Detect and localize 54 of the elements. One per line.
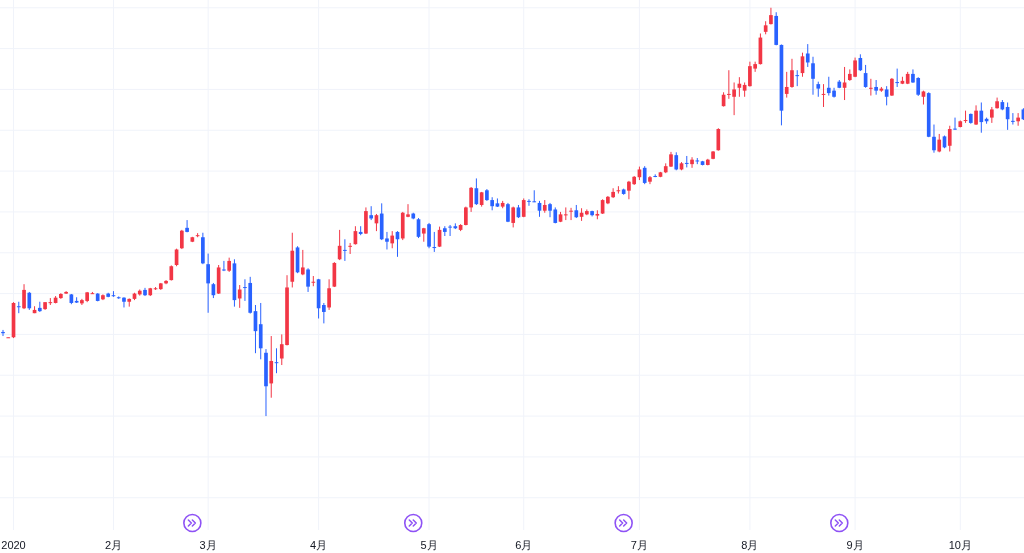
x-tick-label: 7月	[630, 539, 648, 551]
candlestick	[947, 125, 952, 152]
candlestick	[842, 66, 847, 101]
candlestick	[364, 206, 368, 235]
x-tick-label: 5月	[420, 539, 438, 551]
candlestick	[953, 117, 957, 131]
candlestick	[790, 58, 794, 89]
x-tick-label: 6月	[515, 539, 533, 551]
candlestick	[222, 260, 226, 272]
candlestick	[469, 186, 473, 213]
candlestick	[179, 229, 184, 250]
candlestick	[432, 231, 437, 253]
x-tick-label: 3月	[199, 539, 217, 551]
x-tick-label: 10月	[948, 539, 972, 551]
x-tick-label: 9月	[846, 539, 864, 551]
candlestick	[569, 207, 573, 221]
x-tick-label: 4月	[310, 539, 328, 551]
x-tick-label: 2020	[1, 539, 26, 551]
candlestick	[327, 278, 331, 311]
candlestick	[348, 242, 352, 255]
candlestick	[269, 335, 274, 399]
candlestick	[311, 275, 316, 287]
candlestick	[811, 56, 815, 96]
candlestick	[716, 127, 721, 152]
candlestick	[874, 79, 878, 96]
candlestick	[684, 155, 689, 168]
candlestick	[237, 284, 242, 309]
x-tick-label: 2月	[104, 539, 123, 551]
candlestick	[932, 124, 936, 154]
candlestick	[343, 238, 347, 262]
candlestick	[869, 78, 873, 97]
candlestick	[563, 206, 568, 221]
candlestick	[611, 187, 615, 199]
x-tick-label: 8月	[741, 539, 759, 551]
candlestick	[185, 219, 189, 233]
candlestick	[448, 224, 452, 237]
candlestick	[795, 69, 800, 87]
candlestick	[22, 283, 26, 310]
candlestick	[16, 301, 21, 314]
candlestick	[122, 296, 126, 308]
candlestick	[974, 104, 978, 126]
candlestick	[895, 68, 900, 88]
candlestick	[116, 295, 121, 300]
candlestick	[784, 71, 789, 99]
candlestick	[300, 249, 305, 276]
candlestick	[427, 222, 431, 249]
candlestick	[206, 253, 210, 314]
candlestick	[1011, 112, 1015, 126]
candlestick	[937, 133, 942, 153]
candlestick	[979, 101, 984, 134]
candlestick	[322, 302, 326, 324]
candlestick	[306, 267, 310, 293]
candlestick	[805, 43, 810, 68]
candlestick	[690, 156, 694, 169]
